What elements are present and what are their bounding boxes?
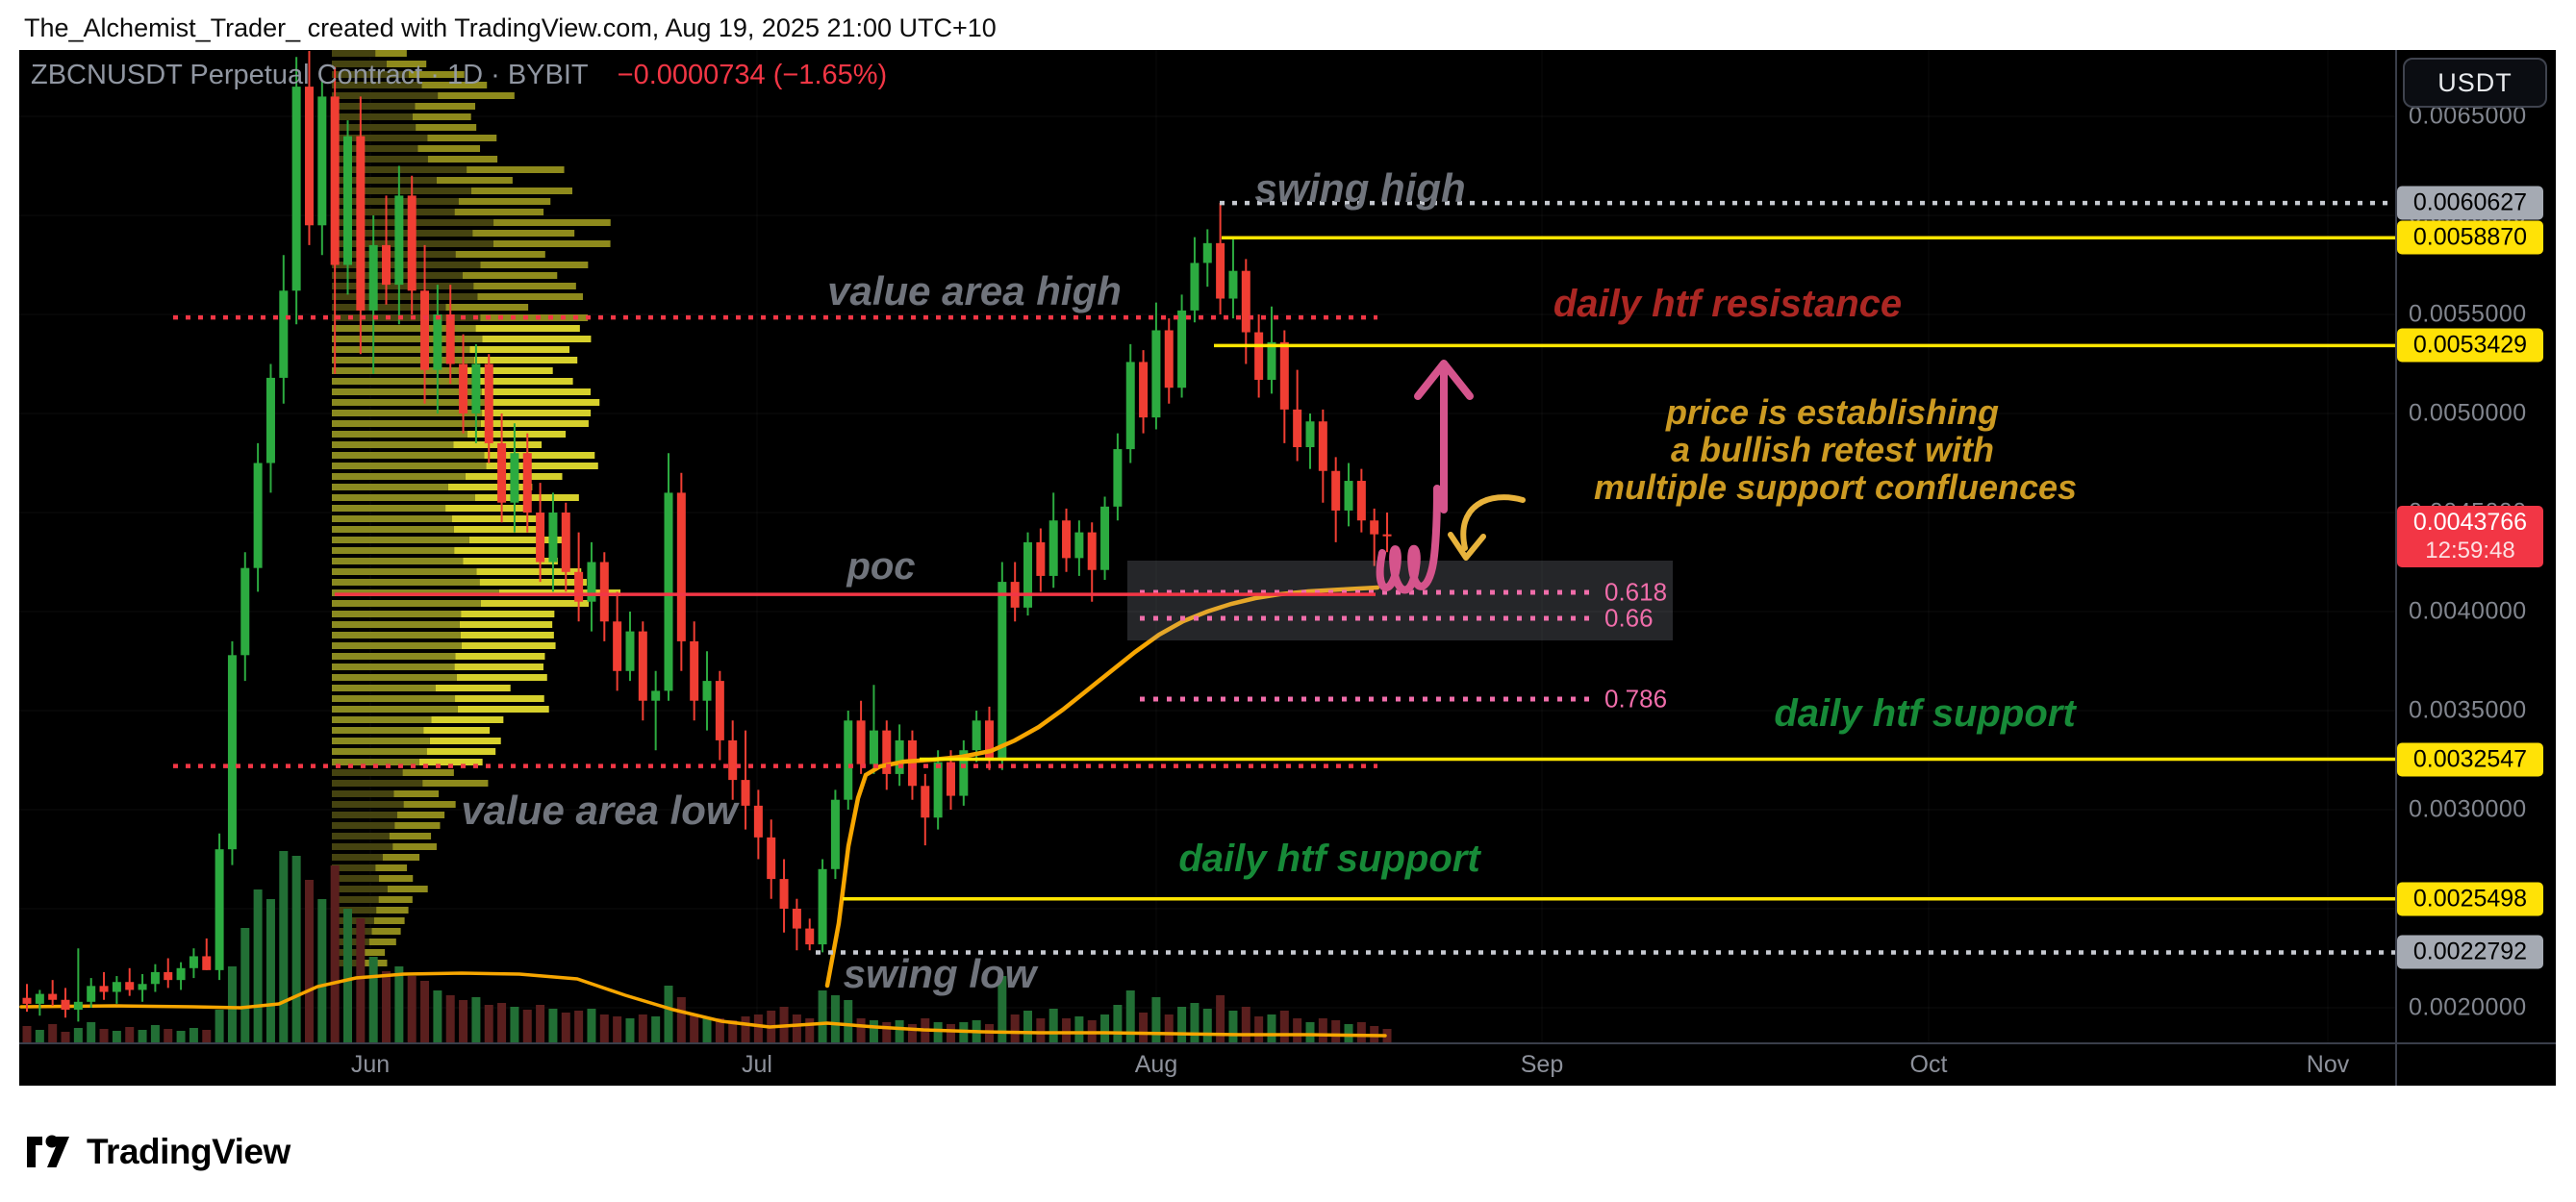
price-level-badge: 0.0058870 xyxy=(2397,220,2543,255)
price-axis-label: 0.0020000 xyxy=(2409,993,2527,1021)
time-axis-month-Oct: Oct xyxy=(1909,1051,1948,1078)
axis-borders xyxy=(19,50,2556,1086)
tradingview-logo-text: TradingView xyxy=(87,1132,290,1171)
price-badge-value: 0.0022792 xyxy=(2412,938,2528,965)
fib-level-label-0.618: 0.618 xyxy=(1604,577,1668,607)
price-badge-value: 0.0060627 xyxy=(2412,188,2528,216)
tradingview-logo[interactable]: TradingView xyxy=(23,1127,290,1177)
symbol-title: ZBCNUSDT Perpetual Contract · 1D · BYBIT… xyxy=(31,60,887,91)
chart-annotation-value-area-high: value area high xyxy=(827,268,1122,313)
price-axis-label: 0.0030000 xyxy=(2409,795,2527,823)
price-axis-label: 0.0050000 xyxy=(2409,399,2527,427)
price-axis-label: 0.0035000 xyxy=(2409,696,2527,724)
candle-countdown: 12:59:48 xyxy=(2425,538,2515,564)
time-axis-month-Aug: Aug xyxy=(1134,1051,1178,1078)
price-axis-label: 0.0040000 xyxy=(2409,597,2527,625)
chart-annotation-swing-high: swing high xyxy=(1254,165,1466,211)
chart-annotation-swing-low: swing low xyxy=(843,951,1037,996)
symbol-name: ZBCNUSDT Perpetual Contract · 1D · BYBIT xyxy=(31,60,589,90)
time-axis-month-Jul: Jul xyxy=(742,1051,772,1078)
tradingview-logo-icon xyxy=(27,1135,69,1167)
last-price-badge: 0.0043766 12:59:48 xyxy=(2397,506,2543,568)
fib-level-label-0.66: 0.66 xyxy=(1604,603,1654,633)
chart-attribution: The_Alchemist_Trader_ created with Tradi… xyxy=(24,13,997,42)
chart-annotation-value-area-low: value area low xyxy=(461,788,738,833)
price-level-badge: 0.0022792 xyxy=(2397,935,2543,969)
chart-annotation-poc: poc xyxy=(846,545,916,588)
price-axis-label: 0.0055000 xyxy=(2409,300,2527,328)
price-badge-value: 0.0053429 xyxy=(2412,331,2528,359)
price-level-badge: 0.0060627 xyxy=(2397,186,2543,220)
chart-annotation-daily-htf-resistance: daily htf resistance xyxy=(1553,283,1903,325)
volume-ma-line xyxy=(19,971,1387,1038)
level-lines xyxy=(173,200,2396,955)
chart-annotation-price-is-establishing: price is establishing xyxy=(1665,392,2000,432)
price-level-badge: 0.0025498 xyxy=(2397,882,2543,916)
time-axis-month-Nov: Nov xyxy=(2306,1051,2350,1078)
chart-annotation-daily-htf-support: daily htf support xyxy=(1178,838,1480,880)
volume-bars xyxy=(22,851,1392,1043)
price-badge-value: 0.0025498 xyxy=(2412,885,2528,913)
currency-toggle-label: USDT xyxy=(2437,67,2513,97)
currency-toggle-button[interactable]: USDT xyxy=(2403,58,2547,108)
chart-annotation-a-bullish-retest-with: a bullish retest with xyxy=(1670,430,1995,469)
price-badge-value: 0.0032547 xyxy=(2412,745,2528,773)
fib-level-label-0.786: 0.786 xyxy=(1604,684,1668,714)
price-ma-line xyxy=(824,585,1380,989)
chart-annotation-daily-htf-support: daily htf support xyxy=(1774,692,2076,735)
chart-annotation-multiple-support-confluences: multiple support confluences xyxy=(1593,467,2078,507)
price-badge-value: 0.0043766 xyxy=(2412,509,2528,537)
time-axis-month-Jun: Jun xyxy=(350,1051,391,1078)
price-level-badge: 0.0053429 xyxy=(2397,328,2543,363)
retest-zone-box xyxy=(1127,561,1673,640)
time-axis-month-Sep: Sep xyxy=(1520,1051,1564,1078)
price-badge-value: 0.0058870 xyxy=(2412,223,2528,251)
hand-drawings xyxy=(1376,360,1526,594)
symbol-change: −0.0000734 (−1.65%) xyxy=(617,60,888,90)
price-level-badge: 0.0032547 xyxy=(2397,742,2543,777)
